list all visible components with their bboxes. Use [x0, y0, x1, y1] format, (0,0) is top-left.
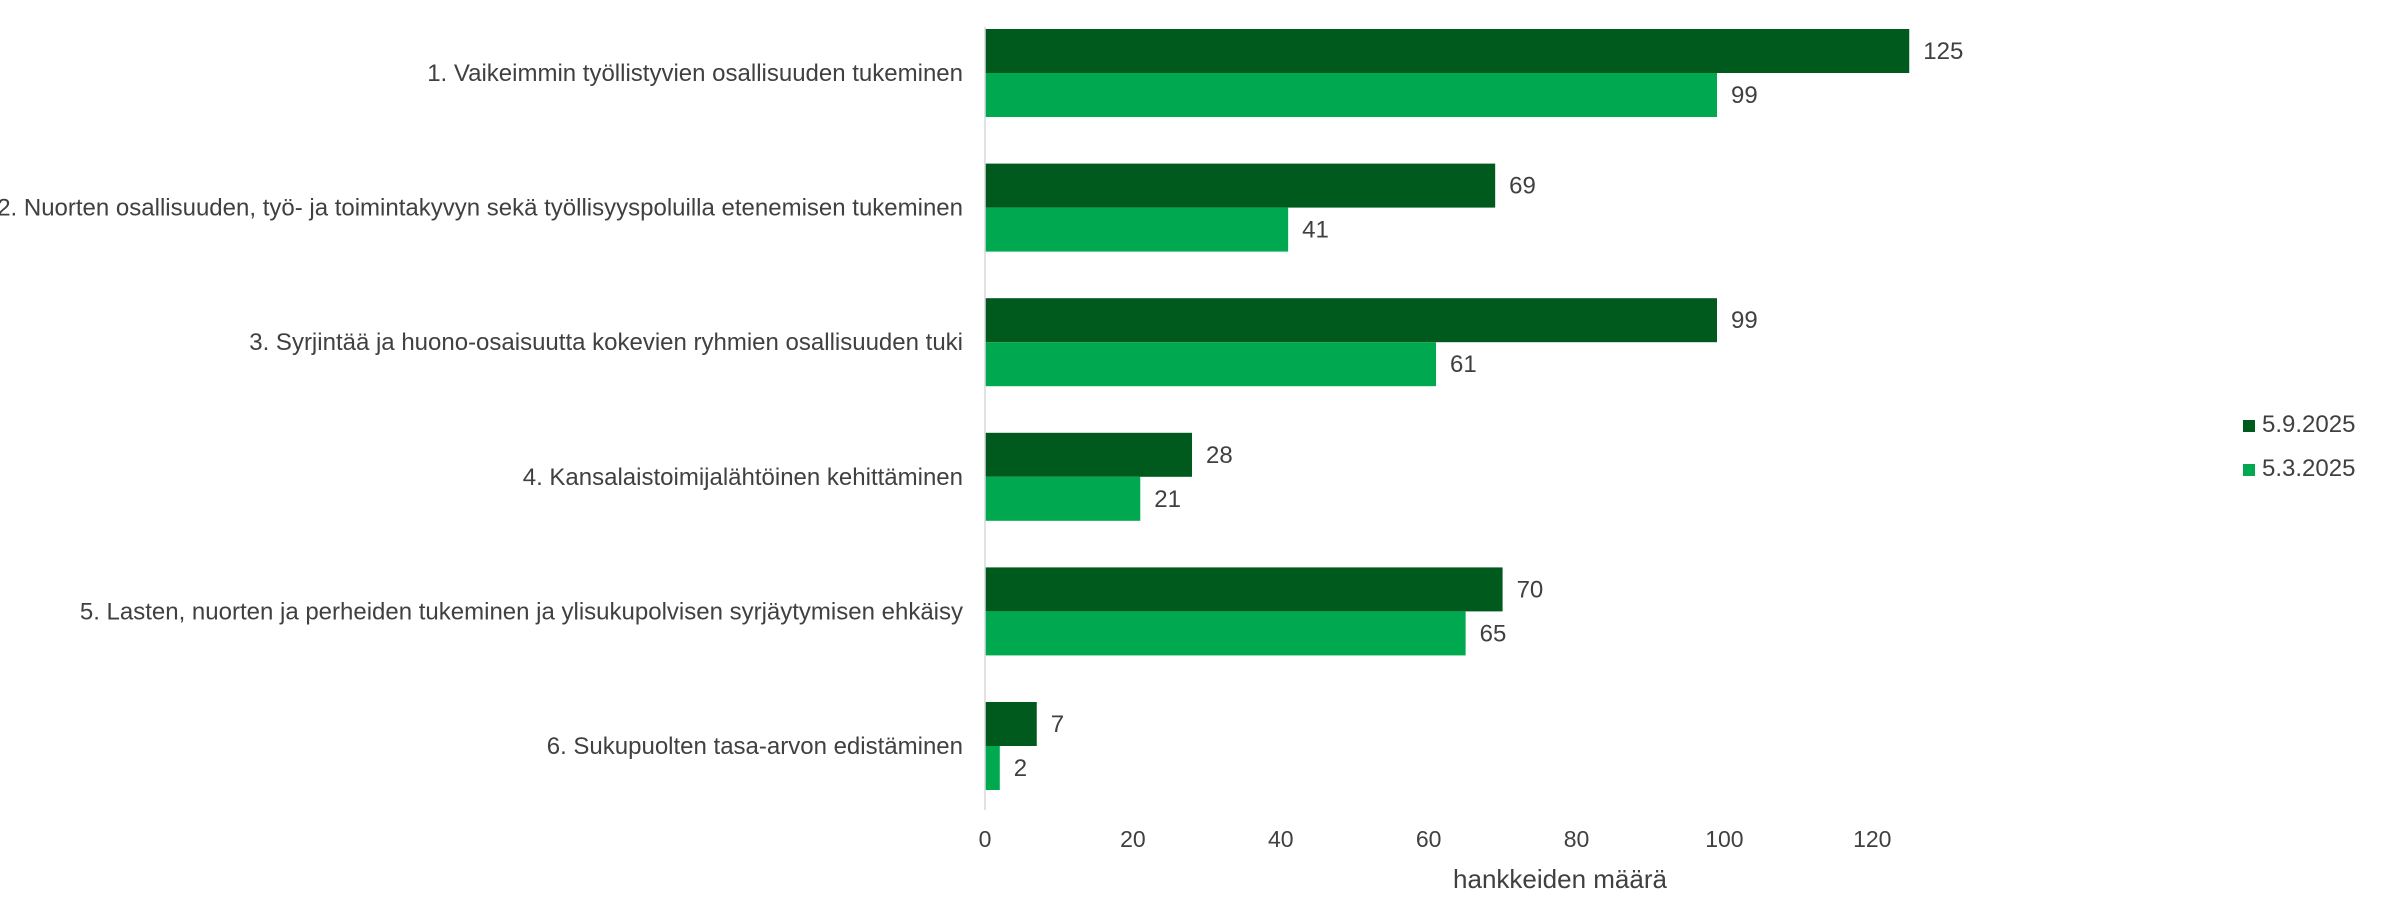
data-label: 125 [1923, 38, 1963, 65]
legend: 5.9.2025 5.3.2025 [2243, 411, 2355, 482]
bar-series-1 [985, 298, 1718, 343]
x-tick-label: 20 [1120, 826, 1146, 852]
x-tick-label: 80 [1564, 826, 1590, 852]
data-label: 99 [1731, 307, 1758, 334]
x-axis-title: hankkeiden määrä [1453, 864, 1667, 894]
bar-series-1 [985, 702, 1037, 746]
data-label: 41 [1302, 217, 1329, 244]
category-label: 4. Kansalaistoimijalähtöinen kehittämine… [523, 464, 963, 491]
bar-series-1 [985, 163, 1496, 208]
category-label: 6. Sukupuolten tasa-arvon edistäminen [547, 733, 963, 760]
bar-series-2 [985, 342, 1437, 387]
bar-series-1 [985, 29, 1910, 73]
x-tick-label: 100 [1705, 826, 1743, 852]
category-labels: 1. Vaikeimmin työllistyvien osallisuuden… [0, 60, 963, 760]
data-label: 70 [1517, 576, 1544, 603]
bars-layer [985, 29, 1910, 790]
x-tick-labels: 0 20 40 60 80 100 120 [979, 826, 1892, 852]
category-label: 5. Lasten, nuorten ja perheiden tukemine… [80, 598, 963, 625]
category-label: 3. Syrjintää ja huono-osaisuutta kokevie… [249, 329, 963, 356]
bar-series-2 [985, 73, 1718, 117]
legend-swatch [2243, 420, 2255, 432]
bar-series-1 [985, 432, 1193, 477]
legend-label: 5.9.2025 [2262, 411, 2355, 438]
data-label: 28 [1206, 442, 1233, 469]
legend-label: 5.3.2025 [2262, 455, 2355, 482]
data-label: 21 [1154, 486, 1181, 513]
bar-series-2 [985, 611, 1466, 656]
data-label: 2 [1014, 755, 1027, 782]
data-label: 65 [1480, 620, 1507, 647]
x-tick-label: 0 [979, 826, 992, 852]
x-tick-label: 60 [1416, 826, 1442, 852]
data-label: 69 [1509, 173, 1536, 200]
data-label: 61 [1450, 351, 1477, 378]
value-labels: 125 99 69 41 99 61 28 21 70 65 72 [1014, 38, 1964, 782]
x-tick-label: 40 [1268, 826, 1294, 852]
bar-series-2 [985, 207, 1289, 252]
x-tick-label: 120 [1853, 826, 1891, 852]
bar-series-1 [985, 567, 1503, 612]
data-label: 99 [1731, 82, 1758, 109]
bar-series-2 [985, 746, 1000, 790]
bar-series-2 [985, 476, 1141, 521]
data-label: 7 [1051, 711, 1064, 738]
category-label: 1. Vaikeimmin työllistyvien osallisuuden… [427, 60, 963, 87]
legend-swatch [2243, 464, 2255, 476]
category-label: 2. Nuorten osallisuuden, työ- ja toimint… [0, 195, 963, 222]
